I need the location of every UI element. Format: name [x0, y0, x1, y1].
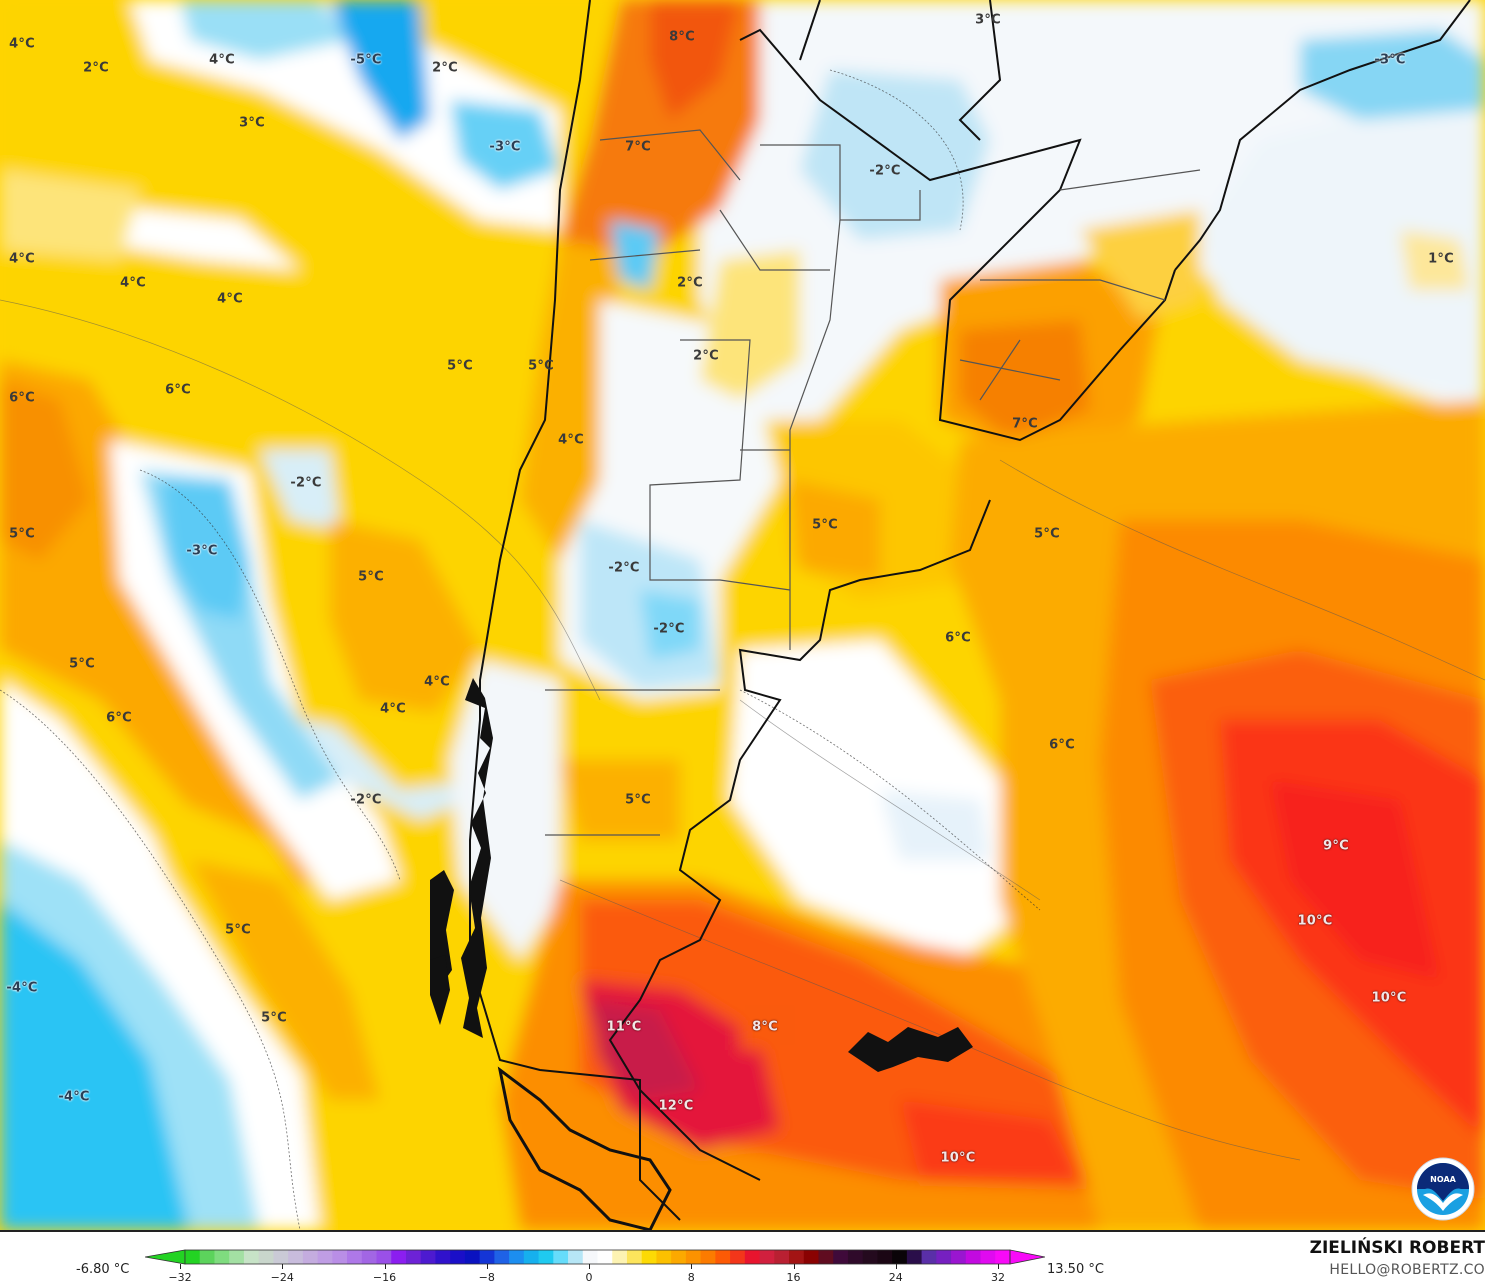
- temperature-label: 6°C: [106, 710, 132, 726]
- colorbar-tick-mark: [998, 1264, 999, 1269]
- colorbar-tick-label: 16: [786, 1271, 801, 1284]
- temperature-label: -2°C: [653, 621, 685, 637]
- temperature-label: -2°C: [608, 560, 640, 576]
- temperature-label: 5°C: [261, 1010, 287, 1026]
- colorbar-tick-label: −8: [478, 1271, 495, 1284]
- author-email: HELLO@ROBERTZ.CO: [1329, 1262, 1485, 1278]
- colorbar-tick-label: 32: [991, 1271, 1005, 1284]
- colorbar-tick-mark: [282, 1264, 284, 1269]
- temperature-anomaly-map: 4°C 2°C 4°C -5°C 2°C 3°C -3°C 8°C 7°C 3°C -2°C -3°C…: [0, 0, 1485, 1232]
- temperature-label: 8°C: [669, 29, 695, 45]
- temperature-label: 4°C: [558, 432, 584, 448]
- colorbar-tick-label: 24: [888, 1271, 903, 1284]
- temperature-label: 4°C: [217, 291, 243, 307]
- colorbar-tick-label: 8: [687, 1271, 695, 1284]
- colorbar-tick-mark: [691, 1264, 693, 1269]
- temperature-label: 4°C: [424, 674, 450, 690]
- temperature-label: -2°C: [350, 792, 382, 808]
- colorbar-tick-label: −32: [168, 1271, 192, 1284]
- noaa-logo-icon: NOAA: [1411, 1157, 1475, 1221]
- temperature-label: 9°C: [1323, 838, 1349, 854]
- temperature-label: 11°C: [606, 1019, 642, 1035]
- colorbar-tick-mark: [180, 1264, 181, 1269]
- temperature-label: 4°C: [209, 52, 235, 68]
- temperature-label: -3°C: [489, 139, 521, 155]
- colorbar-max-label: 13.50 °C: [1047, 1262, 1104, 1277]
- temperature-label: 5°C: [69, 656, 95, 672]
- temperature-label: -4°C: [58, 1089, 90, 1105]
- temperature-label: 7°C: [625, 139, 651, 155]
- temperature-label: -5°C: [350, 52, 382, 68]
- svg-text:NOAA: NOAA: [1430, 1175, 1456, 1184]
- colorbar-tick-label: 0: [585, 1271, 593, 1284]
- temperature-label: 3°C: [975, 12, 1001, 28]
- noaa-logo: NOAA: [1411, 1157, 1475, 1221]
- temperature-label: 2°C: [83, 60, 109, 76]
- temperature-label: 7°C: [1012, 416, 1038, 432]
- temperature-label: 4°C: [120, 275, 146, 291]
- temperature-label: 10°C: [1371, 990, 1407, 1006]
- temperature-label: 10°C: [1297, 913, 1333, 929]
- colorbar-min-label: -6.80 °C: [76, 1262, 130, 1277]
- author-credit: ZIELIŃSKI ROBERT: [1309, 1238, 1485, 1258]
- temperature-label: 3°C: [239, 115, 265, 131]
- temperature-label: 10°C: [940, 1150, 976, 1166]
- temperature-label: -4°C: [6, 980, 38, 996]
- temperature-label: 6°C: [165, 382, 191, 398]
- temperature-label: 4°C: [9, 251, 35, 267]
- temperature-label: -2°C: [290, 475, 322, 491]
- temperature-label: 5°C: [447, 358, 473, 374]
- temperature-label: 2°C: [432, 60, 458, 76]
- colorbar-gradient: [144, 1249, 1046, 1265]
- temperature-label: 2°C: [677, 275, 703, 291]
- temperature-label: 6°C: [9, 390, 35, 406]
- colorbar-tick-mark: [895, 1264, 897, 1269]
- temperature-label: 12°C: [658, 1098, 694, 1114]
- temperature-label: 4°C: [380, 701, 406, 717]
- temperature-label: 6°C: [1049, 737, 1075, 753]
- temperature-label: 2°C: [693, 348, 719, 364]
- temperature-label: 5°C: [625, 792, 651, 808]
- temperature-label: 4°C: [9, 36, 35, 52]
- temperature-label: 5°C: [225, 922, 251, 938]
- temperature-label: 5°C: [812, 517, 838, 533]
- colorbar-tick-label: −24: [270, 1271, 294, 1284]
- temperature-label: 5°C: [528, 358, 554, 374]
- temperature-label: -3°C: [1374, 52, 1406, 68]
- colorbar-tick-mark: [384, 1264, 386, 1269]
- temperature-label: 5°C: [358, 569, 384, 585]
- temperature-label: 6°C: [945, 630, 971, 646]
- temperature-colorbar: [144, 1249, 1046, 1265]
- temperature-label: 5°C: [9, 526, 35, 542]
- temperature-label: 1°C: [1428, 251, 1454, 267]
- temperature-label: 8°C: [752, 1019, 778, 1035]
- colorbar-tick-mark: [486, 1264, 488, 1269]
- map-fields: [0, 0, 1485, 1230]
- colorbar-tick-mark: [793, 1264, 795, 1269]
- temperature-label: 5°C: [1034, 526, 1060, 542]
- temperature-label: -2°C: [869, 163, 901, 179]
- temperature-label: -3°C: [186, 543, 218, 559]
- colorbar-tick-mark: [589, 1264, 590, 1269]
- colorbar-tick-label: −16: [372, 1271, 397, 1284]
